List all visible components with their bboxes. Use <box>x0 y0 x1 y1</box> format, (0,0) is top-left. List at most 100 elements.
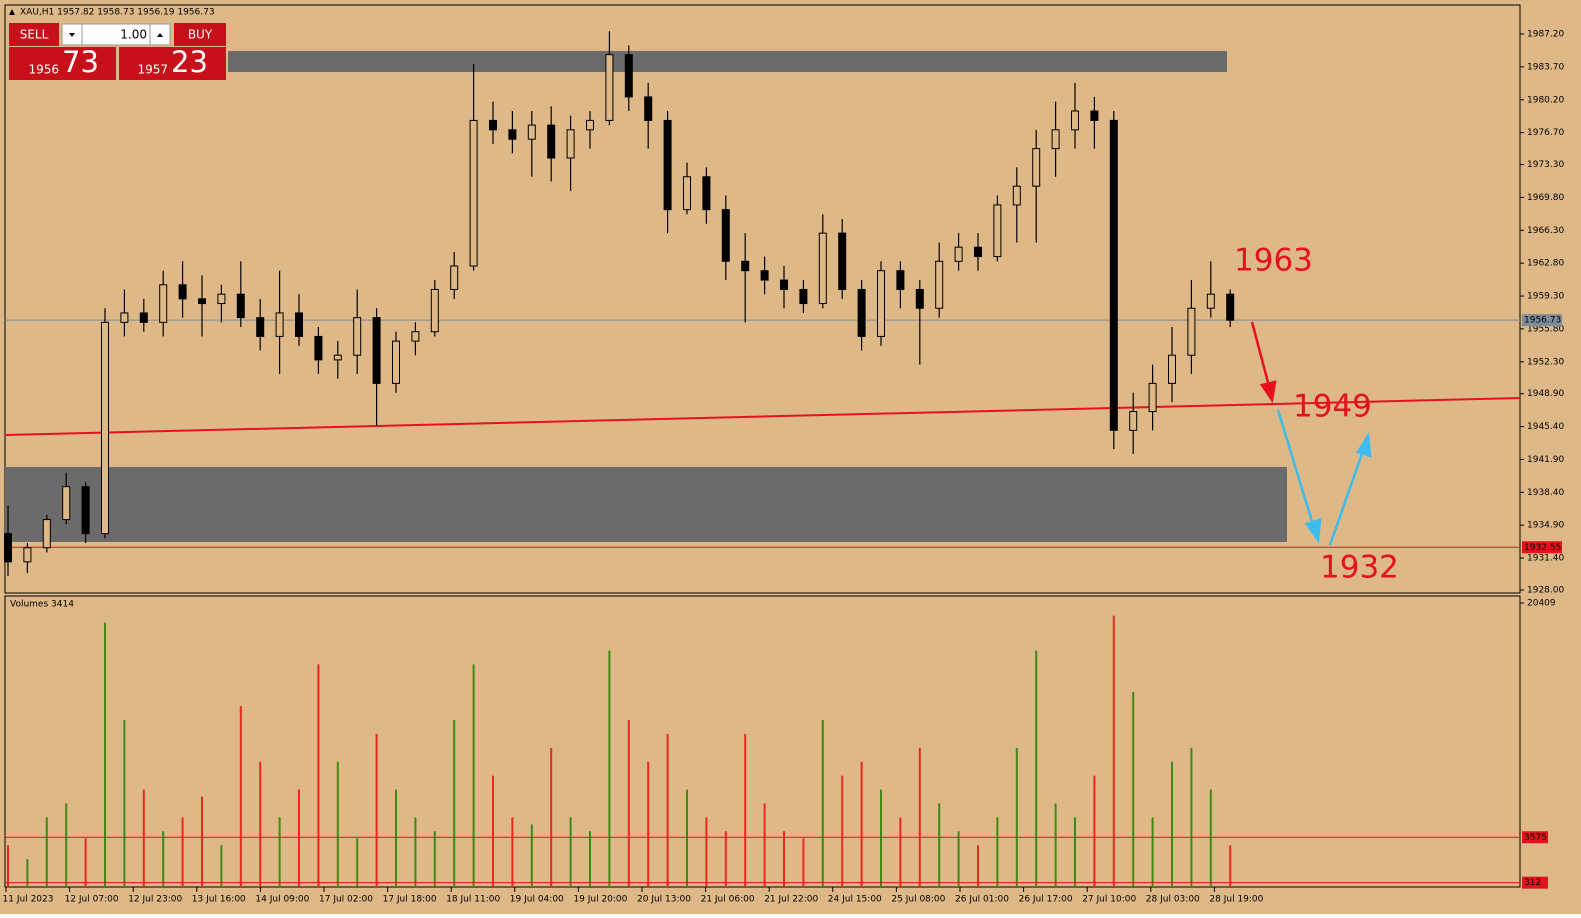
volume-bar <box>1015 747 1018 887</box>
volume-bar <box>530 824 533 887</box>
volume-bar <box>7 845 9 887</box>
candle-body <box>644 96 653 121</box>
candle-body <box>275 312 284 337</box>
x-tick-label: 21 Jul 06:00 <box>701 895 755 905</box>
volume-bar <box>472 664 475 887</box>
y-tick-label: 1976.70 <box>1527 128 1564 138</box>
y-tick-label: 1945.40 <box>1527 422 1564 432</box>
y-tick-label: 1966.30 <box>1527 226 1564 236</box>
candle-body <box>799 288 808 305</box>
volume-bar <box>1151 817 1154 887</box>
sell-button[interactable] <box>9 23 59 46</box>
volume-bar <box>1132 692 1135 887</box>
candle-body <box>217 293 226 305</box>
volume-bar <box>802 838 805 887</box>
candle-body <box>1109 119 1118 431</box>
volume-bar <box>608 650 611 887</box>
ask-box[interactable] <box>119 47 226 80</box>
volume-bar <box>356 838 359 887</box>
volume-bar <box>977 845 979 887</box>
candle-body <box>256 317 265 337</box>
volume-bar <box>589 831 591 887</box>
volume-bar <box>686 789 688 887</box>
x-tick-label: 28 Jul 03:00 <box>1146 895 1200 905</box>
volume-bar <box>647 761 650 887</box>
volume-bar <box>841 775 844 887</box>
volume-panel-frame <box>4 595 1521 888</box>
volume-bar <box>996 817 999 887</box>
y-tick-label: 1969.80 <box>1527 193 1564 203</box>
volume-bar <box>201 796 203 887</box>
candle-body <box>489 119 497 131</box>
volume-bar <box>511 817 514 887</box>
candle-body <box>1032 148 1041 187</box>
y-tick-label: 1941.90 <box>1527 455 1564 465</box>
arrow-head <box>1305 518 1322 544</box>
price-label: 1956.73 <box>1524 316 1561 326</box>
candle-body <box>877 270 885 337</box>
candle-body <box>42 519 51 549</box>
candle-body <box>935 260 944 309</box>
candle-body <box>780 279 788 290</box>
volume-bar <box>45 817 48 887</box>
ask-small: 23 <box>171 45 208 79</box>
x-tick-label: 28 Jul 19:00 <box>1209 895 1263 905</box>
candle-body <box>23 547 32 563</box>
volume-bar <box>724 831 727 887</box>
volume-bar <box>763 803 766 887</box>
y-tick-label: 1952.30 <box>1527 357 1564 367</box>
volume-bar <box>821 720 824 887</box>
down-icon <box>69 33 75 37</box>
level-label-box <box>1522 831 1548 844</box>
arrow-head <box>1259 380 1277 404</box>
volume-bar <box>860 761 863 887</box>
bid-big: 1956 <box>28 63 59 77</box>
candle-body <box>314 335 323 361</box>
x-tick-label: 12 Jul 23:00 <box>128 895 182 905</box>
volume-bar <box>142 789 145 887</box>
volume-bar <box>395 789 397 887</box>
volume-bar <box>453 720 456 887</box>
volume-bar <box>336 761 339 887</box>
volume-bar <box>569 817 572 887</box>
ask-big: 1957 <box>137 63 168 77</box>
x-tick-label: 24 Jul 15:00 <box>828 895 882 905</box>
symbol-info: XAU,H1 1957.82 1958.73 1956.19 1956.73 <box>20 8 215 18</box>
sell-label: SELL <box>20 28 49 42</box>
volume-bar <box>918 747 921 887</box>
candle-body <box>838 232 847 290</box>
candle-body <box>760 270 769 281</box>
candle-body <box>683 176 691 211</box>
candle-body <box>333 354 342 361</box>
volume-bar <box>1190 747 1193 887</box>
candle-body <box>469 119 478 267</box>
annotation: 1949 <box>1293 389 1372 425</box>
y-tick-label: 1928.00 <box>1527 585 1564 595</box>
volume-bar <box>492 775 494 887</box>
lot-value: 1.00 <box>120 28 147 42</box>
volume-bar <box>666 733 669 887</box>
volume-bar <box>84 838 87 887</box>
level-label: 3575 <box>1524 833 1547 843</box>
volume-bar <box>278 817 281 887</box>
candle-body <box>993 204 1002 258</box>
volume-bar <box>1209 789 1212 887</box>
y-tick-label: 1948.90 <box>1527 389 1564 399</box>
volume-bar <box>1035 650 1038 887</box>
volume-bar <box>550 747 553 887</box>
x-tick-label: 18 Jul 11:00 <box>446 895 500 905</box>
arrow-up-blue <box>1328 447 1366 546</box>
volume-bar <box>65 803 68 887</box>
candle-body <box>120 312 129 323</box>
volume-bar <box>1112 615 1115 887</box>
bid-box[interactable] <box>9 47 116 80</box>
y-tick-label: 1934.90 <box>1527 521 1564 531</box>
x-tick-label: 26 Jul 17:00 <box>1019 895 1073 905</box>
candle-body <box>818 232 827 305</box>
buy-button[interactable] <box>174 23 226 46</box>
volume-bar <box>433 831 436 887</box>
candle-body <box>392 340 400 384</box>
arrows <box>1250 321 1372 546</box>
volume-bar <box>957 831 960 887</box>
y-tick-label: 1959.30 <box>1527 292 1564 302</box>
